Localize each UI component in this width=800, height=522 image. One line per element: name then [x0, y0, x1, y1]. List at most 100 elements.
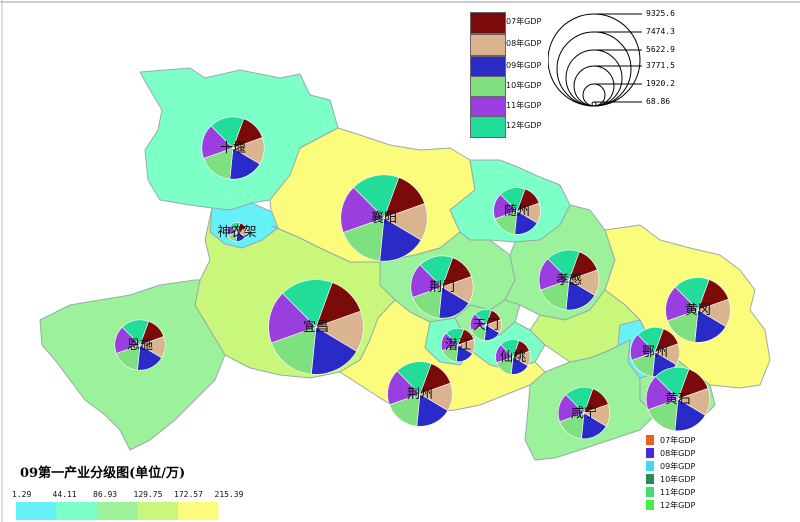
bar-legend-item: 07年GDP: [646, 434, 726, 446]
pie-slice: [419, 255, 454, 288]
pie-chart: [493, 187, 541, 235]
city-label: 恩施: [127, 338, 153, 353]
pie-slice: [342, 217, 385, 262]
pie-slice: [445, 327, 465, 346]
class-break-label: 215.39: [215, 490, 244, 499]
size-legend: 9325.6 7474.3 5622.9 3771.5 1920.2 68.86: [547, 8, 708, 122]
legend-swatch: [470, 76, 506, 98]
map-title: 09第一产业分级图(单位/万): [20, 466, 186, 481]
legend-swatch: [470, 116, 506, 138]
city-label: 荆州: [407, 386, 433, 402]
size-legend-circles: [547, 13, 642, 107]
pie-legend-item: 12年GDP: [470, 116, 542, 138]
pie-chart: [201, 116, 265, 180]
legend-label: 08年GDP: [660, 449, 696, 458]
class-swatch: [16, 502, 57, 520]
pie-chart: [665, 277, 731, 343]
size-circle: [573, 65, 615, 107]
pie-legend-item: 08年GDP: [470, 34, 542, 56]
legend-label: 12年GDP: [506, 121, 542, 130]
legend-label: 12年GDP: [660, 501, 696, 510]
city-label: 神农架: [217, 225, 256, 240]
pie-chart: [645, 366, 711, 432]
class-scale-labels: 1.29 44.11 86.93 129.75 172.57 215.39: [12, 490, 244, 499]
size-legend-label: 7474.3: [646, 27, 675, 36]
bar-legend-item: 08年GDP: [646, 447, 726, 459]
pie-chart: [440, 327, 476, 363]
legend-label: 08年GDP: [506, 39, 542, 48]
city-label: 天门: [473, 318, 499, 333]
pie-slice: [655, 366, 690, 400]
legend-label: 10年GDP: [506, 81, 542, 90]
size-legend-label: 3771.5: [646, 61, 675, 70]
class-break-label: 86.93: [93, 490, 117, 499]
pie-legend-item: 09年GDP: [470, 56, 541, 78]
pie-slice: [474, 309, 492, 326]
city-label: 鄂州: [642, 345, 668, 360]
pie-slice: [121, 319, 150, 346]
class-break-label: 44.11: [53, 490, 77, 499]
pie-slice: [311, 326, 358, 375]
pie-chart: [410, 255, 474, 319]
pie-chart: [340, 174, 428, 262]
legend-swatch: [646, 500, 654, 510]
legend-label: 07年GDP: [506, 17, 542, 26]
size-legend-label: 9325.6: [646, 9, 675, 18]
pie-chart: [470, 309, 502, 341]
class-break-label: 172.57: [174, 490, 203, 499]
city-label: 潜江: [445, 338, 471, 353]
legend-swatch: [646, 487, 654, 497]
legend-label: 10年GDP: [660, 475, 696, 484]
size-legend-label: 5622.9: [646, 45, 675, 54]
bar-legend-item: 12年GDP: [646, 499, 726, 511]
bar-legend-item: 10年GDP: [646, 473, 726, 485]
pie-slice: [353, 174, 400, 219]
legend-swatch: [646, 474, 654, 484]
legend-swatch: [470, 96, 506, 118]
pie-chart: [630, 327, 680, 377]
city-label: 宜昌: [303, 320, 329, 335]
class-break-label: 129.75: [134, 490, 163, 499]
legend-swatch: [470, 12, 506, 34]
legend-label: 11年GDP: [506, 101, 542, 110]
city-label: 荆门: [429, 279, 455, 295]
legend-swatch: [646, 461, 654, 471]
pie-slice: [268, 292, 317, 344]
pie-chart: [227, 222, 247, 242]
pie-slice: [500, 187, 526, 212]
pie-chart: [557, 386, 611, 440]
size-circle: [565, 49, 623, 107]
class-swatch: [97, 502, 138, 520]
legend-swatch: [646, 448, 654, 458]
class-swatch: [137, 502, 178, 520]
size-circle: [582, 83, 606, 107]
class-scale: 1.29 44.11 86.93 129.75 172.57 215.39: [12, 490, 244, 520]
pie-slice: [637, 327, 664, 353]
pie-slice: [229, 222, 241, 233]
legend-label: 11年GDP: [660, 488, 696, 497]
bar-legend-item: 09年GDP: [646, 460, 726, 472]
pie-chart: [495, 339, 531, 375]
city-label: 襄阳: [371, 210, 397, 226]
pie-legend-item: 10年GDP: [470, 76, 542, 98]
city-label: 十堰: [220, 141, 246, 156]
city-label: 仙桃: [500, 350, 526, 365]
pie-slice: [547, 249, 580, 281]
pie-slice: [500, 339, 520, 358]
legend-label: 09年GDP: [660, 462, 696, 471]
class-scale-swatches: [16, 502, 219, 520]
pie-slice: [282, 279, 333, 328]
pie-chart: [114, 319, 166, 371]
city-label: 随州: [504, 204, 530, 219]
city-label: 黄冈: [685, 303, 711, 318]
pie-slice: [565, 386, 594, 414]
pie-chart: [538, 249, 600, 311]
class-swatch: [56, 502, 97, 520]
pie-chart: [268, 279, 364, 375]
size-circle: [556, 31, 632, 107]
size-circle: [547, 13, 641, 107]
legend-swatch: [470, 56, 506, 78]
city-label: 黄石: [665, 392, 691, 407]
